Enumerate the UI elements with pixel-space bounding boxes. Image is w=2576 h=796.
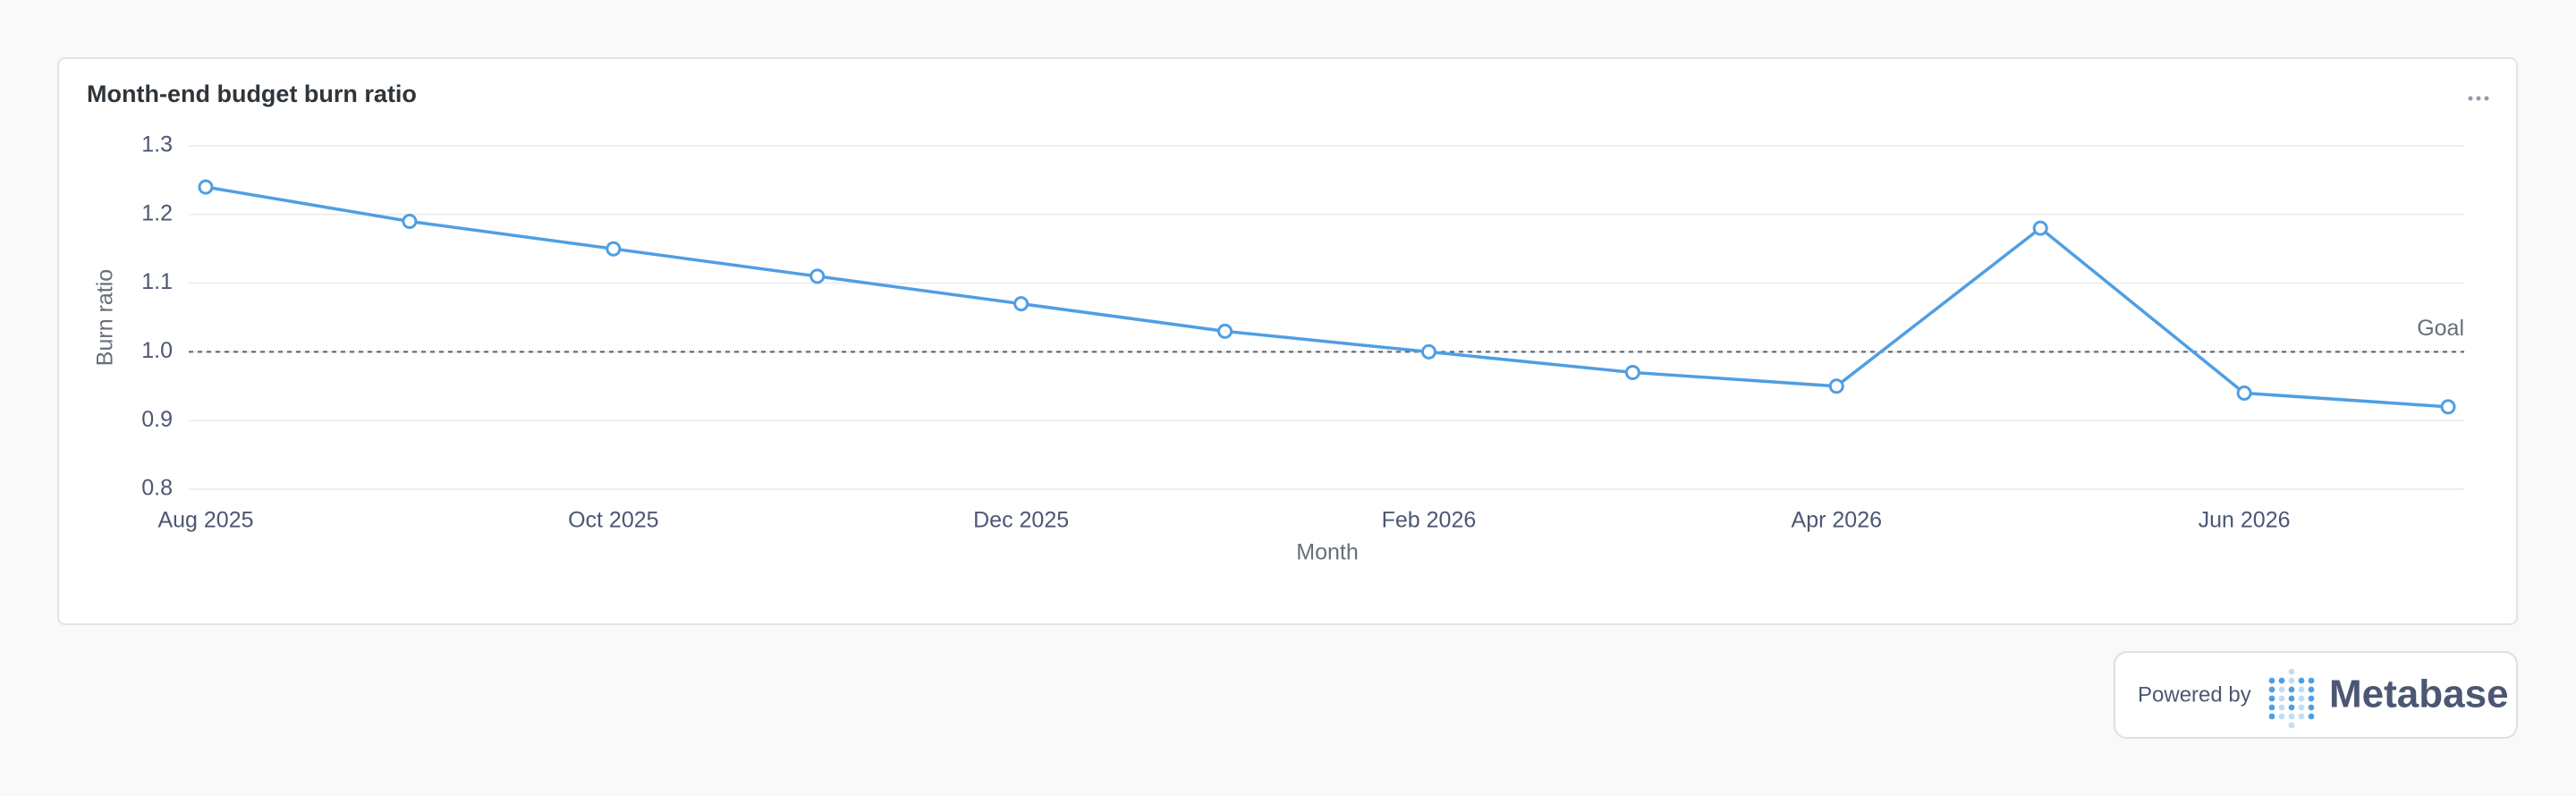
logo-dot — [2308, 704, 2315, 711]
data-point — [198, 179, 214, 195]
data-point — [1828, 378, 1844, 394]
logo-dot — [2288, 695, 2295, 702]
logo-dot — [2298, 686, 2305, 693]
series-line — [205, 185, 2449, 409]
x-tick-label: Feb 2026 — [1382, 508, 1477, 533]
data-point — [1420, 343, 1436, 360]
x-tick-label: Aug 2025 — [157, 508, 253, 533]
logo-dot — [2308, 677, 2315, 684]
logo-dot — [2268, 713, 2275, 720]
logo-dot — [2288, 677, 2295, 684]
brand: Metabase — [2329, 673, 2509, 716]
logo-dot — [2298, 704, 2305, 711]
x-axis-title: Month — [1296, 540, 1358, 565]
logo-dot — [2278, 686, 2285, 693]
logo-dot — [2268, 677, 2275, 684]
logo-dot — [2308, 713, 2315, 720]
logo-dot — [2278, 713, 2285, 720]
logo-dot — [2308, 686, 2315, 693]
logo-dot — [2298, 713, 2305, 720]
y-tick-label: 1.0 — [141, 338, 173, 363]
y-tick-label: 1.2 — [141, 200, 173, 225]
data-point — [1624, 364, 1640, 380]
x-tick-label: Oct 2025 — [568, 508, 658, 533]
logo-dot — [2278, 695, 2285, 702]
card — [57, 57, 2518, 625]
metabase-logo — [2268, 668, 2315, 729]
data-point — [606, 241, 622, 257]
y-tick-label: 0.8 — [141, 476, 173, 501]
y-tick-label: 0.9 — [141, 407, 173, 432]
data-point — [2032, 220, 2048, 236]
logo-dot — [2298, 695, 2305, 702]
card-menu[interactable] — [2468, 96, 2489, 101]
y-axis-title: Burn ratio — [93, 269, 118, 366]
data-point — [1013, 296, 1030, 312]
logo-dot — [2288, 713, 2295, 720]
logo-dot — [2288, 668, 2295, 675]
logo-dot — [2298, 677, 2305, 684]
x-tick-label: Dec 2025 — [973, 508, 1069, 533]
data-point — [402, 213, 418, 229]
data-point — [2440, 399, 2456, 415]
logo-dot — [2268, 686, 2275, 693]
chart-title: Month-end budget burn ratio — [87, 80, 417, 107]
y-tick-label: 1.1 — [141, 269, 173, 294]
data-point — [1217, 323, 1233, 339]
logo-dot — [2288, 704, 2295, 711]
logo-dot — [2268, 704, 2275, 711]
data-point — [2236, 385, 2252, 401]
goal-label: Goal — [2417, 316, 2464, 341]
logo-dot — [2268, 695, 2275, 702]
powered-by-badge[interactable] — [2114, 651, 2518, 739]
logo-dot — [2308, 695, 2315, 702]
powered-by: Powered by — [2138, 682, 2251, 707]
logo-dot — [2278, 704, 2285, 711]
y-tick-label: 1.3 — [141, 132, 173, 157]
logo-dot — [2278, 677, 2285, 684]
data-point — [809, 268, 826, 284]
logo-dot — [2288, 722, 2295, 729]
logo-dot — [2288, 686, 2295, 693]
x-tick-label: Jun 2026 — [2199, 508, 2291, 533]
x-tick-label: Apr 2026 — [1792, 508, 1882, 533]
